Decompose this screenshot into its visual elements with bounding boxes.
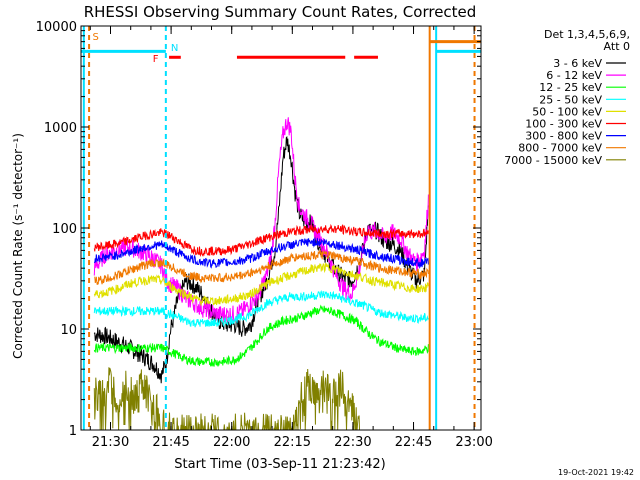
legend-label-2: 12 - 25 keV <box>539 81 602 94</box>
x-tick-label-2: 22:00 <box>213 435 250 450</box>
y-axis-label: Corrected Count Rate (s⁻¹ detector⁻¹) <box>11 133 25 359</box>
timestamp-label: 19-Oct-2021 19:42 <box>558 468 634 477</box>
y-tick-label-2: 100 <box>52 222 77 237</box>
x-tick-label-4: 22:30 <box>334 435 371 450</box>
legend-label-3: 25 - 50 keV <box>539 93 602 106</box>
x-tick-label-5: 22:45 <box>395 435 432 450</box>
flag-label-N: N <box>171 43 178 54</box>
legend-label-0: 3 - 6 keV <box>553 57 602 70</box>
plot-series-group: S N F <box>81 26 481 430</box>
series-line-5 <box>93 223 429 258</box>
y-tick-label-1: 10 <box>60 323 77 338</box>
legend-header-1: Att 0 <box>604 40 630 53</box>
x-tick-label-3: 22:15 <box>274 435 311 450</box>
x-tick-label-1: 21:45 <box>152 435 189 450</box>
y-tick-label-3: 1000 <box>44 121 77 136</box>
series-line-6 <box>93 237 429 269</box>
y-tick-label-0: 1 <box>69 424 77 439</box>
legend-label-1: 6 - 12 keV <box>546 69 602 82</box>
series-line-2 <box>93 304 429 367</box>
legend-header-0: Det 1,3,4,5,6,9, <box>544 28 630 41</box>
chart-title: RHESSI Observing Summary Count Rates, Co… <box>84 3 477 21</box>
legend-label-6: 300 - 800 keV <box>525 130 602 143</box>
series-line-4 <box>93 262 429 307</box>
legend-label-7: 800 - 7000 keV <box>518 142 602 155</box>
series-line-3 <box>93 290 429 328</box>
flag-label-F: F <box>153 54 159 65</box>
legend-label-4: 50 - 100 keV <box>532 105 602 118</box>
series-line-8 <box>93 367 360 430</box>
series-line-7 <box>94 250 429 285</box>
legend-label-8: 7000 - 15000 keV <box>504 154 602 167</box>
y-tick-label-4: 10000 <box>36 20 77 35</box>
axes: 21:30 21:45 22:00 22:15 22:30 22:45 23:00 1 10 10… <box>36 20 493 450</box>
flag-label-S: S <box>92 32 98 43</box>
x-tick-label-0: 21:30 <box>92 435 129 450</box>
series-line-1 <box>93 117 429 324</box>
legend-label-5: 100 - 300 keV <box>525 118 602 131</box>
plot-area: S N F <box>81 26 481 430</box>
x-axis-label: Start Time (03-Sep-11 21:23:42) <box>174 457 385 472</box>
x-tick-label-6: 23:00 <box>455 435 492 450</box>
